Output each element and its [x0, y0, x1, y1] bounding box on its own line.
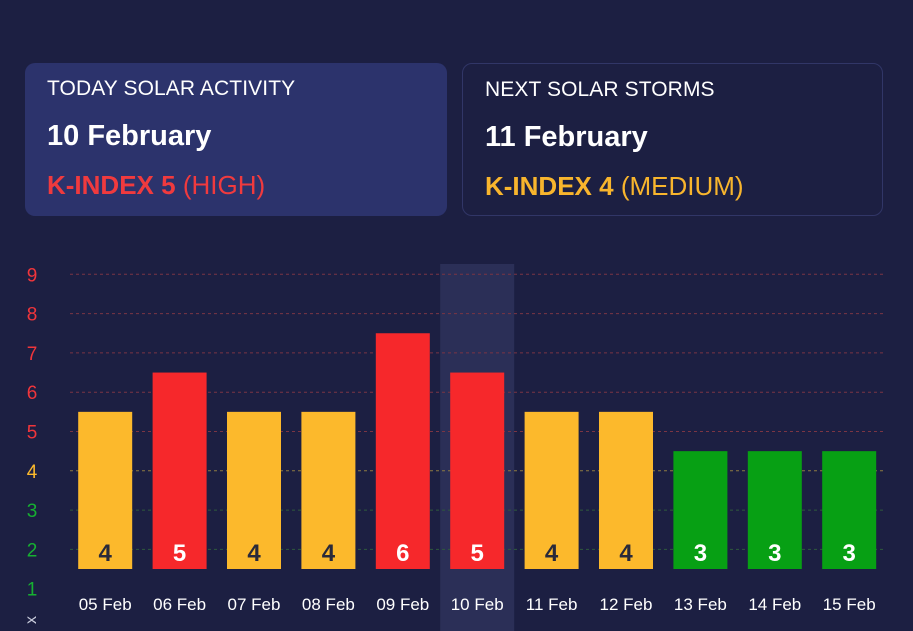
today-activity-card: TODAY SOLAR ACTIVITY 10 February K-INDEX…	[25, 63, 447, 216]
x-tick-label: 08 Feb	[302, 595, 355, 614]
y-axis-label: x	[23, 616, 40, 624]
bar-14-feb	[747, 451, 802, 569]
x-tick-label: 15 Feb	[823, 595, 876, 614]
bar-value-label: 4	[247, 540, 261, 567]
bar-value-label: 4	[619, 540, 633, 567]
x-tick-label: 05 Feb	[79, 595, 132, 614]
bar-13-feb	[673, 451, 728, 569]
bar-value-label: 4	[99, 540, 113, 567]
bar-value-label: 5	[173, 540, 186, 567]
next-date: 11 February	[485, 121, 648, 153]
bar-11-feb	[524, 411, 579, 569]
next-kindex: K-INDEX 4 (MEDIUM)	[485, 172, 860, 200]
bar-08-feb	[301, 411, 356, 569]
bar-value-label: 3	[768, 540, 781, 567]
bar-value-label: 3	[694, 540, 707, 567]
today-card-title: TODAY SOLAR ACTIVITY	[47, 77, 296, 100]
x-tick-label: 12 Feb	[600, 595, 653, 614]
y-tick-label: 4	[27, 462, 38, 483]
y-tick-label: 5	[27, 423, 38, 444]
x-tick-label: 09 Feb	[376, 595, 429, 614]
y-tick-label: 9	[27, 265, 38, 286]
bar-09-feb	[375, 333, 430, 569]
x-tick-label: 10 Feb	[451, 595, 504, 614]
x-tick-label: 07 Feb	[228, 595, 281, 614]
next-storms-card: NEXT SOLAR STORMS 11 February K-INDEX 4 …	[462, 63, 883, 216]
next-card-title: NEXT SOLAR STORMS	[485, 78, 715, 101]
bar-value-label: 4	[545, 540, 559, 567]
x-tick-label: 06 Feb	[153, 595, 206, 614]
bar-15-feb	[822, 451, 877, 569]
y-tick-label: 2	[27, 540, 38, 561]
next-kindex-level: (MEDIUM)	[620, 171, 744, 201]
x-tick-label: 13 Feb	[674, 595, 727, 614]
bar-06-feb	[152, 372, 207, 569]
y-tick-label: 8	[27, 305, 38, 326]
y-tick-label: 1	[27, 580, 38, 601]
bar-value-label: 3	[843, 540, 856, 567]
y-tick-label: 6	[27, 383, 38, 404]
bar-05-feb	[78, 411, 133, 569]
bar-value-label: 5	[471, 540, 484, 567]
bar-12-feb	[599, 411, 653, 569]
today-kindex: K-INDEX 5 (HIGH)	[47, 171, 425, 199]
bar-07-feb	[227, 411, 281, 569]
today-kindex-value: K-INDEX 5	[47, 170, 176, 200]
today-kindex-level: (HIGH)	[182, 170, 266, 200]
today-date: 10 February	[47, 120, 212, 152]
bar-value-label: 6	[396, 540, 409, 567]
y-tick-label: 3	[27, 501, 38, 522]
x-tick-label: 11 Feb	[526, 595, 578, 614]
y-tick-label: 7	[27, 344, 38, 365]
bar-10-feb	[450, 372, 505, 569]
bar-value-label: 4	[322, 540, 336, 567]
next-kindex-value: K-INDEX 4	[485, 171, 614, 201]
x-tick-label: 14 Feb	[748, 595, 801, 614]
